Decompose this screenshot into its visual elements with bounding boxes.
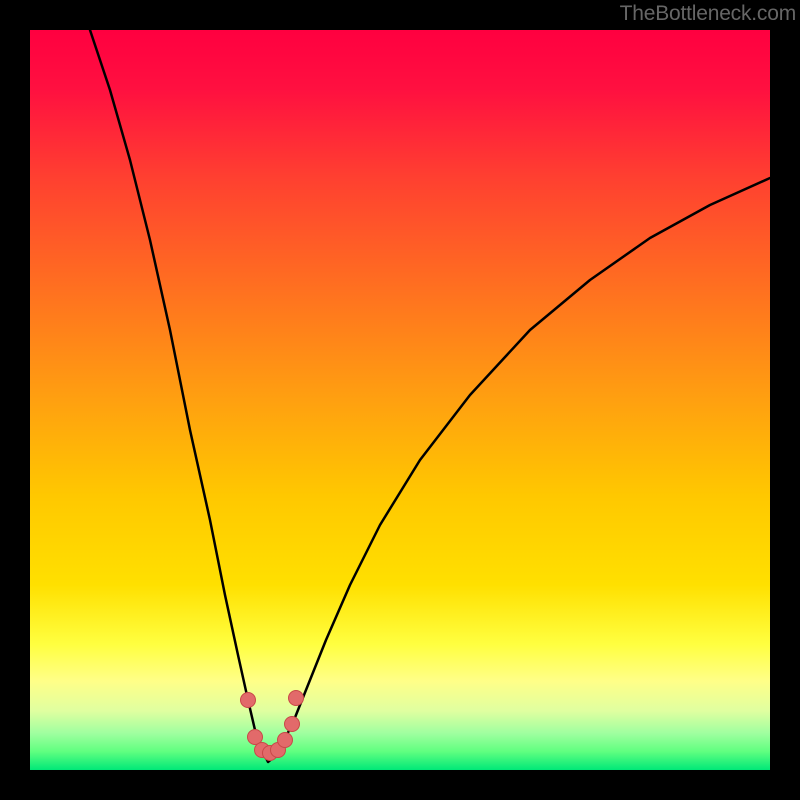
chart-container: { "watermark": { "text": "TheBottleneck.… <box>0 0 800 800</box>
watermark-text: TheBottleneck.com <box>620 2 796 26</box>
curve-svg <box>30 30 770 770</box>
bottleneck-curve-path <box>90 30 770 762</box>
plot-area <box>30 30 770 770</box>
data-marker <box>289 691 304 706</box>
data-marker <box>278 733 293 748</box>
data-marker <box>241 693 256 708</box>
marker-group <box>241 691 304 761</box>
data-marker <box>285 717 300 732</box>
